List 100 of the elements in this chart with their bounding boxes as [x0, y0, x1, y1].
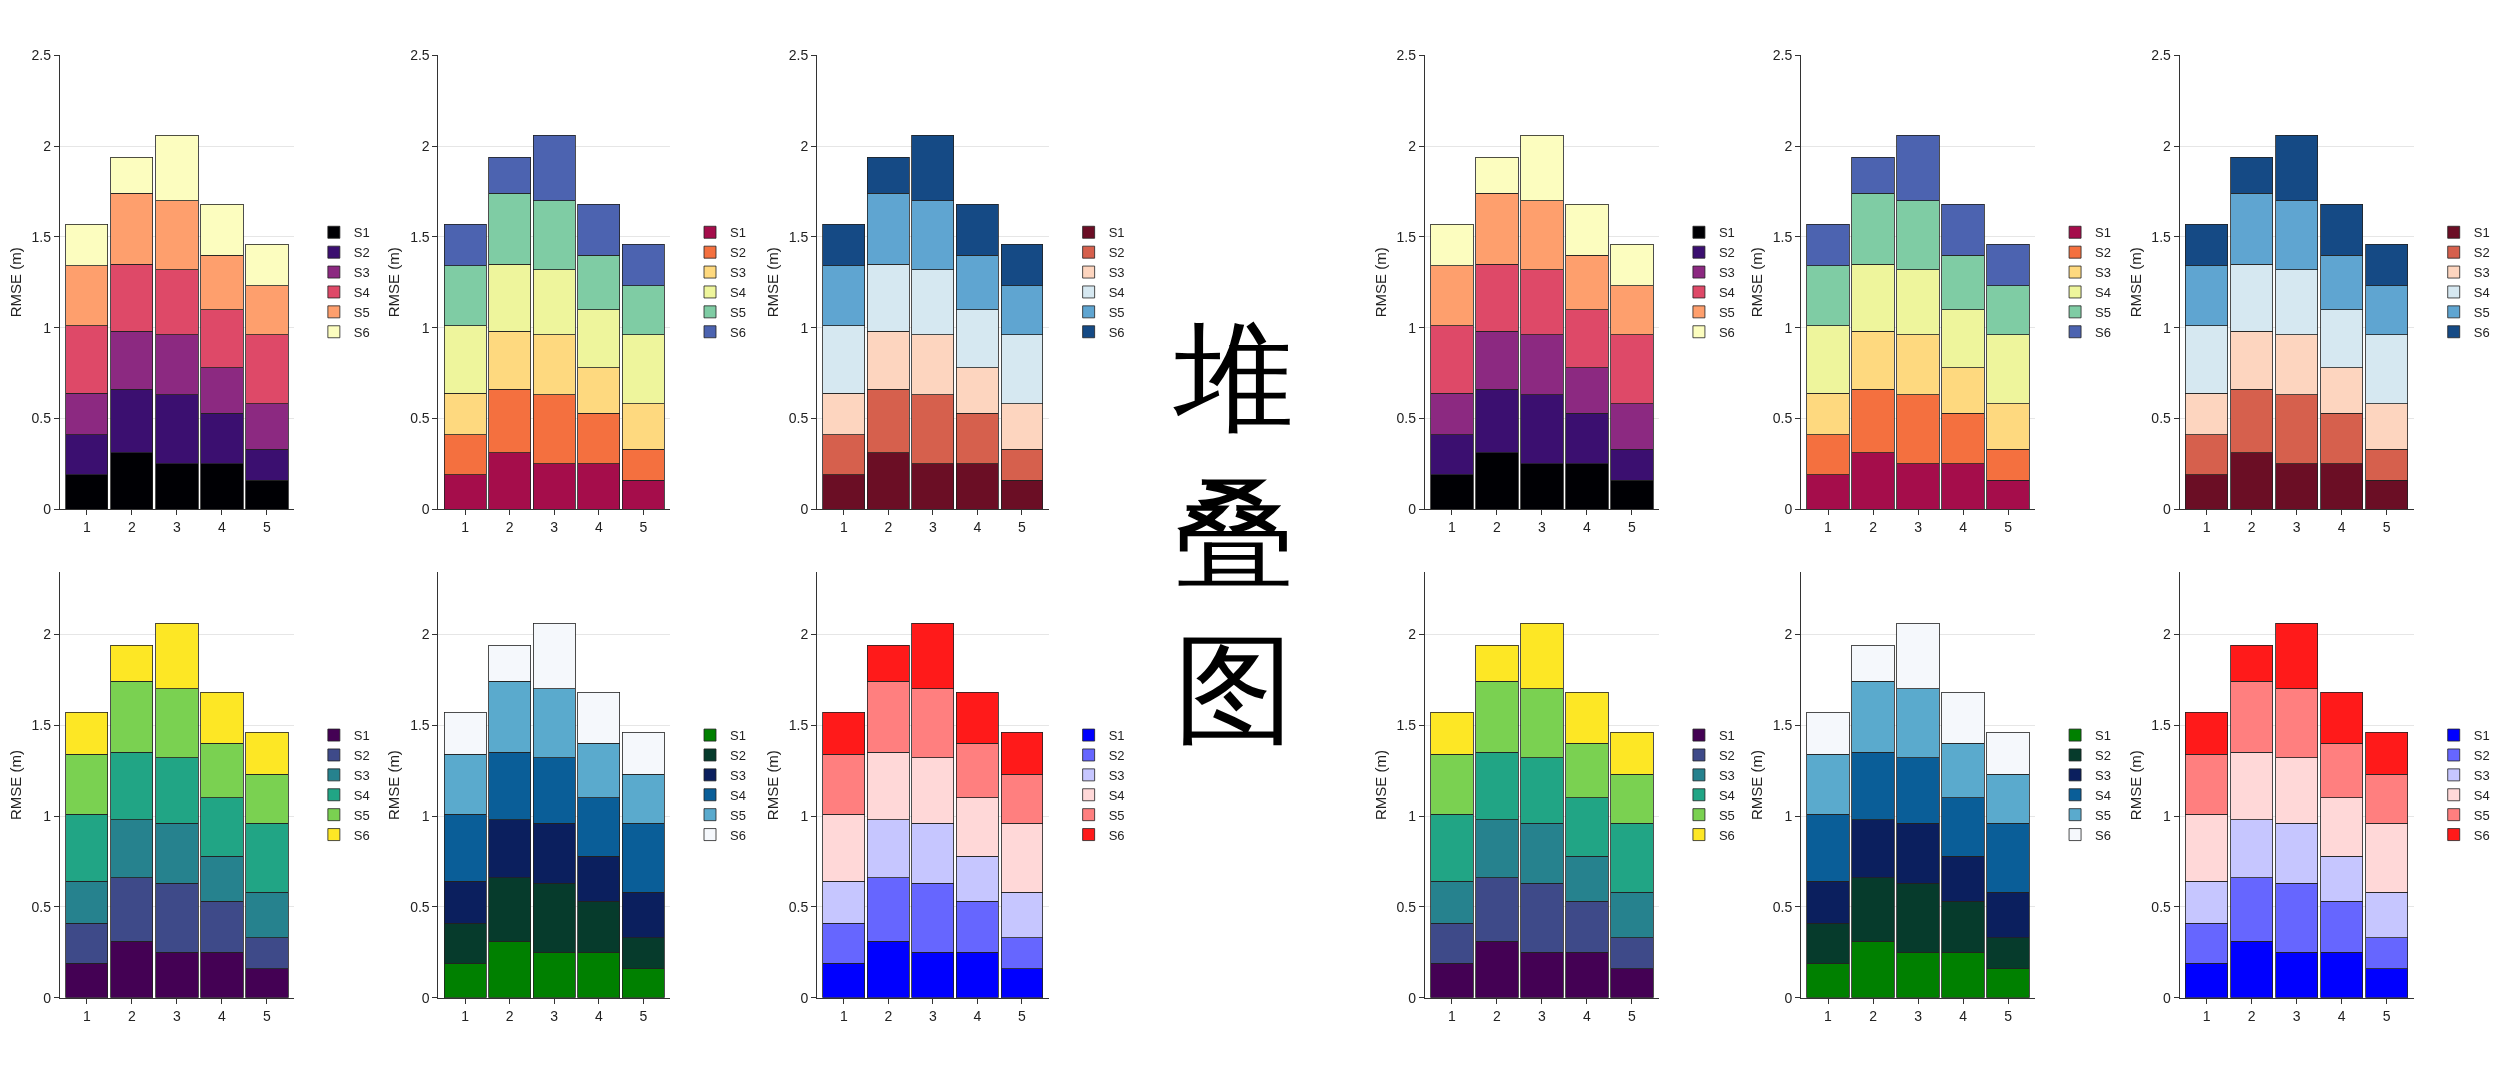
y-tick-label: 2.5 — [1772, 47, 1793, 64]
legend-label: S4 — [730, 787, 746, 803]
legend-label: S6 — [353, 324, 370, 340]
x-tick-label: 2 — [1493, 1007, 1501, 1024]
legend-label: S3 — [2473, 265, 2490, 281]
legend-label: S2 — [1718, 245, 1735, 261]
y-tick-label: 0.5 — [2151, 898, 2172, 915]
legend-label: S1 — [1718, 225, 1735, 241]
y-tick-label: 0 — [800, 501, 809, 518]
y-tick-label: 2 — [421, 138, 430, 155]
legend-label: S3 — [730, 767, 746, 783]
x-tick-label: 2 — [1493, 519, 1501, 536]
y-tick-label: 2.5 — [1396, 47, 1417, 64]
y-tick-label: 2 — [1784, 138, 1793, 155]
y-tick-label: 1.5 — [1396, 228, 1417, 245]
legend-label: S4 — [2095, 285, 2111, 301]
x-tick-label: 1 — [1447, 519, 1456, 536]
legend-label: S5 — [730, 304, 746, 320]
legend-label: S5 — [353, 304, 370, 320]
y-tick-label: 1.5 — [2151, 717, 2172, 734]
y-tick-label: 0 — [421, 989, 430, 1006]
y-axis-title: RMSE (m) — [2126, 247, 2144, 318]
y-tick-label: 1 — [800, 319, 809, 336]
legend-label: S5 — [730, 807, 746, 823]
y-tick-label: 2 — [43, 138, 52, 155]
y-tick-label: 1 — [800, 807, 809, 824]
y-tick-label: 1.5 — [410, 717, 430, 734]
y-tick-label: 1 — [2163, 807, 2172, 824]
y-tick-label: 0.5 — [31, 410, 52, 427]
y-tick-label: 0.5 — [31, 898, 52, 915]
legend-label: S3 — [353, 767, 370, 783]
y-axis-title: RMSE (m) — [1371, 247, 1389, 318]
y-axis-title: RMSE (m) — [1371, 750, 1389, 821]
legend-label: S3 — [1108, 265, 1125, 281]
y-tick-label: 1 — [1784, 319, 1793, 336]
legend-label: S6 — [2473, 324, 2490, 340]
legend-label: S1 — [1718, 728, 1735, 744]
x-tick-label: 5 — [2382, 519, 2391, 536]
legend-label: S2 — [1108, 245, 1125, 261]
y-tick-label: 1 — [1784, 807, 1793, 824]
legend-label: S2 — [1718, 748, 1735, 764]
x-tick-label: 2 — [884, 519, 893, 536]
y-tick-label: 0.5 — [410, 898, 430, 915]
x-tick-label: 2 — [127, 519, 136, 536]
legend-label: S2 — [2095, 748, 2111, 764]
y-axis-title: RMSE (m) — [764, 247, 782, 318]
legend-label: S2 — [353, 245, 370, 261]
x-tick-label: 1 — [839, 519, 848, 536]
y-axis-title: RMSE (m) — [2126, 750, 2144, 821]
x-tick-label: 4 — [1583, 519, 1592, 536]
legend-label: S4 — [1108, 285, 1125, 301]
y-tick-label: 1.5 — [1772, 717, 1793, 734]
y-tick-label: 0 — [421, 501, 430, 518]
y-tick-label: 0 — [1784, 501, 1793, 518]
y-tick-label: 1.5 — [31, 228, 52, 245]
y-tick-label: 2 — [43, 626, 52, 643]
y-tick-label: 2 — [1784, 626, 1793, 643]
y-tick-label: 0 — [800, 989, 809, 1006]
y-tick-label: 0.5 — [788, 410, 809, 427]
legend-label: S2 — [353, 748, 370, 764]
x-tick-label: 3 — [928, 1007, 937, 1024]
legend-label: S2 — [2095, 245, 2111, 261]
legend-label: S5 — [1718, 304, 1735, 320]
y-tick-label: 2 — [1408, 626, 1417, 643]
legend-label: S5 — [1718, 807, 1735, 823]
legend-label: S3 — [2473, 767, 2490, 783]
y-tick-label: 2 — [2163, 626, 2172, 643]
legend-label: S4 — [2473, 787, 2490, 803]
x-tick-label: 4 — [1959, 519, 1968, 536]
y-tick-label: 1.5 — [1396, 717, 1417, 734]
y-axis-title: RMSE (m) — [764, 750, 782, 821]
legend-label: S5 — [1108, 304, 1125, 320]
x-tick-label: 1 — [2202, 519, 2211, 536]
x-tick-label: 1 — [461, 519, 470, 536]
x-tick-label: 3 — [550, 519, 559, 536]
y-tick-label: 1 — [43, 319, 52, 336]
y-tick-label: 2.5 — [410, 47, 430, 64]
legend-label: S3 — [353, 265, 370, 281]
y-tick-label: 1 — [421, 319, 430, 336]
legend-label: S2 — [730, 748, 746, 764]
y-axis-title: RMSE (m) — [1747, 247, 1765, 318]
legend-label: S1 — [1108, 225, 1125, 241]
y-tick-label: 1 — [1408, 807, 1417, 824]
y-tick-label: 2 — [800, 626, 809, 643]
legend-label: S2 — [2473, 245, 2490, 261]
legend-label: S4 — [2473, 285, 2490, 301]
legend-label: S2 — [2473, 748, 2490, 764]
x-tick-label: 3 — [1914, 1007, 1923, 1024]
x-tick-label: 4 — [594, 1007, 603, 1024]
x-tick-label: 3 — [1538, 519, 1547, 536]
legend-label: S1 — [353, 225, 370, 241]
x-tick-label: 1 — [461, 1007, 470, 1024]
y-axis-title: RMSE (m) — [385, 750, 403, 821]
legend-label: S6 — [2473, 827, 2490, 843]
y-tick-label: 0 — [2163, 501, 2172, 518]
y-axis-title: RMSE (m) — [6, 750, 24, 821]
x-tick-label: 3 — [1914, 519, 1923, 536]
x-tick-label: 3 — [550, 1007, 559, 1024]
legend-label: S5 — [1108, 807, 1125, 823]
legend-label: S4 — [2095, 787, 2111, 803]
